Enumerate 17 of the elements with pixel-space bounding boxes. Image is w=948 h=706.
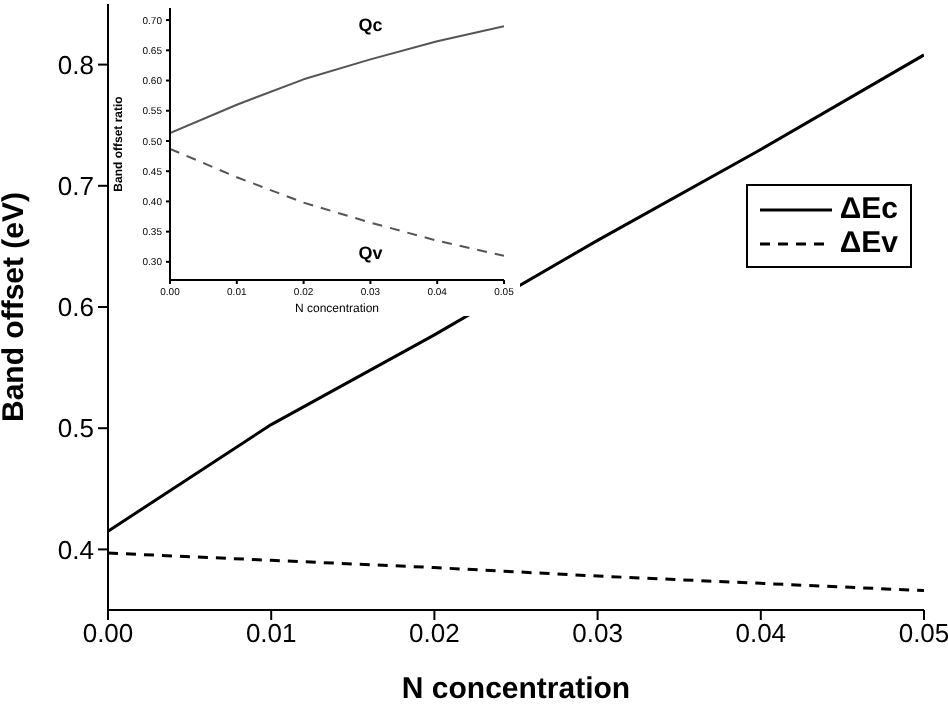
legend-label: ΔEv [839,226,898,260]
series-label: Qv [358,242,383,263]
legend-label: ΔEc [839,192,898,226]
y-tick-label: 0.6 [57,292,94,323]
y-tick-label: 0.8 [57,49,94,80]
x-tick-label: 0.01 [245,618,297,649]
y-tick-label: 0.4 [57,534,94,565]
x-tick-label: 0.02 [409,618,460,649]
y-tick-label: 0.5 [57,413,94,444]
x-tick-label: 0.05 [898,618,948,649]
y-tick-label: 0.7 [57,171,94,202]
x-tick-label: 0.03 [572,618,623,649]
series-label: Qc [358,15,383,36]
y-axis-title: Band offset (eV) [0,191,31,423]
x-axis-title: N concentration [401,672,631,706]
x-tick-label: 0.00 [82,618,134,649]
x-tick-label: 0.04 [735,618,787,649]
